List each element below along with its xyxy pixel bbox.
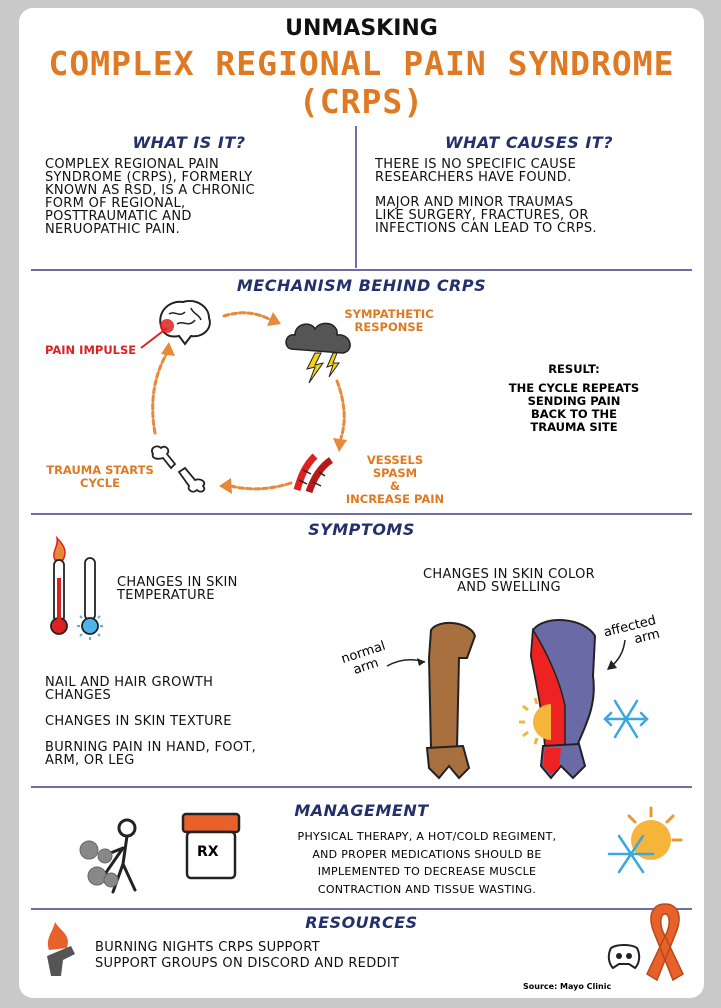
text-line: POSTTRAUMATIC AND	[45, 209, 192, 224]
label-line: BACK TO THE	[531, 407, 617, 421]
rx-label: RX	[197, 844, 219, 860]
sun-snowflake-icon	[607, 806, 683, 874]
nail-hair-text: NAIL AND HAIR GROWTH CHANGES	[45, 676, 213, 702]
section-divider	[31, 786, 692, 788]
text-line: LIKE SURGERY, FRACTURES, OR	[375, 208, 589, 223]
label-line: TRAUMA SITE	[530, 420, 618, 434]
vessels-spasm-label: VESSELS SPASM & INCREASE PAIN	[343, 454, 447, 506]
text-line: CHANGES IN SKIN	[117, 575, 238, 590]
label-line: INCREASE PAIN	[345, 492, 445, 506]
affected-arm-arrow	[607, 639, 626, 670]
pain-impulse-label: PAIN IMPULSE	[45, 343, 137, 357]
management-heading: MANAGEMENT	[294, 801, 429, 820]
normal-arm-illustration	[425, 621, 477, 780]
text-line: AND PROPER MEDICATIONS SHOULD BE	[312, 847, 542, 861]
resources-heading: RESOURCES	[305, 913, 418, 932]
flame-hand-icon	[47, 922, 75, 976]
what-is-it-text: COMPLEX REGIONAL PAIN SYNDROME (CRPS), F…	[45, 158, 345, 236]
column-divider	[355, 126, 357, 268]
resources-line: SUPPORT GROUPS ON DISCORD AND REDDIT	[95, 956, 400, 971]
text-line: CONTRACTION AND TISSUE WASTING.	[317, 882, 537, 896]
what-is-it-heading: WHAT IS IT?	[132, 133, 246, 152]
cycle-arrows	[151, 311, 347, 494]
resources-list: BURNING NIGHTS CRPS SUPPORT SUPPORT GROU…	[95, 940, 399, 972]
text-line: MAJOR AND MINOR TRAUMAS	[375, 195, 574, 210]
label-line: SENDING PAIN	[527, 394, 621, 408]
resources-line: BURNING NIGHTS CRPS SUPPORT	[95, 940, 320, 955]
text-line: COMPLEX REGIONAL PAIN	[45, 157, 219, 172]
text-line: NERUOPATHIC PAIN.	[45, 222, 181, 237]
brain-icon	[159, 300, 211, 346]
text-line: RESEARCHERS HAVE FOUND.	[375, 170, 572, 185]
text-line: PHYSICAL THERAPY, A HOT/COLD REGIMENT,	[297, 830, 557, 843]
infographic-card: UNMASKING COMPLEX REGIONAL PAIN SYNDROME…	[19, 8, 704, 998]
skin-color-text: CHANGES IN SKIN COLOR AND SWELLING	[389, 568, 629, 594]
blood-vessels-icon	[293, 453, 334, 494]
result-label: RESULT:	[548, 362, 600, 376]
sun-icon	[519, 697, 551, 745]
text-line: NAIL AND HAIR GROWTH	[45, 675, 214, 690]
result-text: THE CYCLE REPEATS SENDING PAIN BACK TO T…	[485, 382, 663, 434]
label-line: RESPONSE	[354, 320, 424, 334]
text-line: BURNING PAIN IN HAND, FOOT,	[45, 740, 257, 755]
mechanism-heading: MECHANISM BEHIND CRPS	[236, 276, 487, 295]
sympathetic-response-label: SYMPATHETIC RESPONSE	[337, 308, 441, 334]
text-line: SYNDROME (CRPS), FORMERLY	[45, 170, 253, 185]
label-line: TRAUMA STARTS	[46, 463, 154, 477]
label-line: VESSELS SPASM	[366, 453, 424, 480]
section-divider	[31, 908, 692, 910]
management-text: PHYSICAL THERAPY, A HOT/COLD REGIMENT, A…	[257, 828, 597, 898]
text-line: AND SWELLING	[457, 580, 561, 595]
text-line: KNOWN AS RSD, IS A CHRONIC	[45, 183, 255, 198]
skin-temperature-text: CHANGES IN SKIN TEMPERATURE	[117, 576, 238, 602]
text-line: FORM OF REGIONAL,	[45, 196, 186, 211]
symptoms-heading: SYMPTOMS	[308, 520, 415, 539]
label-line: SYMPATHETIC	[344, 307, 434, 321]
pill-bottle-icon	[181, 812, 241, 880]
dumbbell-person-icon	[79, 818, 137, 894]
label-line: THE CYCLE REPEATS	[508, 381, 640, 395]
what-causes-heading: WHAT CAUSES IT?	[445, 133, 613, 152]
label-line: CYCLE	[80, 476, 120, 490]
burning-pain-text: BURNING PAIN IN HAND, FOOT, ARM, OR LEG	[45, 741, 256, 767]
label-line: &	[389, 479, 401, 493]
broken-bone-icon	[151, 445, 206, 493]
thermometer-hot-icon	[50, 535, 68, 635]
text-line: TEMPERATURE	[117, 588, 215, 603]
page-title-line1: COMPLEX REGIONAL PAIN SYNDROME	[48, 44, 675, 83]
awareness-ribbon-icon	[646, 903, 684, 982]
text-line: INFECTIONS CAN LEAD TO CRPS.	[375, 221, 597, 236]
text-line: ARM, OR LEG	[45, 753, 135, 768]
brand-logo: UNMASKING	[285, 16, 438, 41]
text-line: CHANGES IN SKIN COLOR	[423, 567, 595, 582]
page-title-line2: (CRPS)	[298, 82, 425, 121]
source-citation: Source: Mayo Clinic	[523, 982, 612, 991]
snowflake-icon	[603, 699, 649, 739]
section-divider	[31, 269, 692, 271]
normal-arm-arrow	[386, 658, 426, 667]
text-line: THERE IS NO SPECIFIC CAUSE	[375, 157, 577, 172]
discord-icon	[607, 944, 641, 970]
thermometer-cold-icon	[77, 557, 103, 640]
skin-texture-text: CHANGES IN SKIN TEXTURE	[45, 714, 232, 729]
storm-cloud-icon	[285, 322, 351, 384]
trauma-starts-label: TRAUMA STARTS CYCLE	[45, 464, 155, 490]
pain-pointer-line	[140, 327, 168, 349]
what-causes-text: THERE IS NO SPECIFIC CAUSE RESEARCHERS H…	[375, 158, 695, 235]
text-line: IMPLEMENTED TO DECREASE MUSCLE	[317, 865, 537, 878]
section-divider	[31, 513, 692, 515]
text-line: CHANGES	[45, 688, 112, 703]
